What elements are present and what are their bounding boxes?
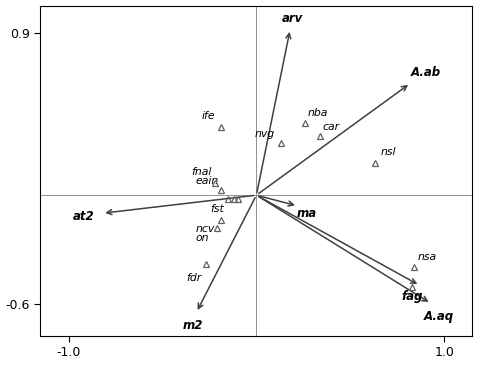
Text: m2: m2 (182, 319, 203, 332)
Text: nsl: nsl (380, 147, 396, 157)
Text: ncv: ncv (196, 224, 215, 234)
Text: nsa: nsa (418, 252, 437, 262)
Text: nvg: nvg (254, 129, 275, 139)
Text: ife: ife (202, 111, 216, 121)
Text: car: car (322, 122, 339, 132)
Text: nba: nba (307, 108, 327, 118)
Text: on: on (196, 233, 209, 243)
Text: eain: eain (196, 176, 219, 186)
Text: fnal: fnal (191, 167, 211, 177)
Text: ma: ma (297, 207, 317, 220)
Text: fst: fst (211, 204, 225, 214)
Text: A.aq: A.aq (424, 310, 454, 323)
Text: A.ab: A.ab (411, 66, 441, 79)
Text: fag: fag (402, 290, 423, 303)
Text: arv: arv (282, 12, 303, 25)
Text: fdr: fdr (187, 273, 202, 283)
Text: at2: at2 (73, 210, 94, 223)
